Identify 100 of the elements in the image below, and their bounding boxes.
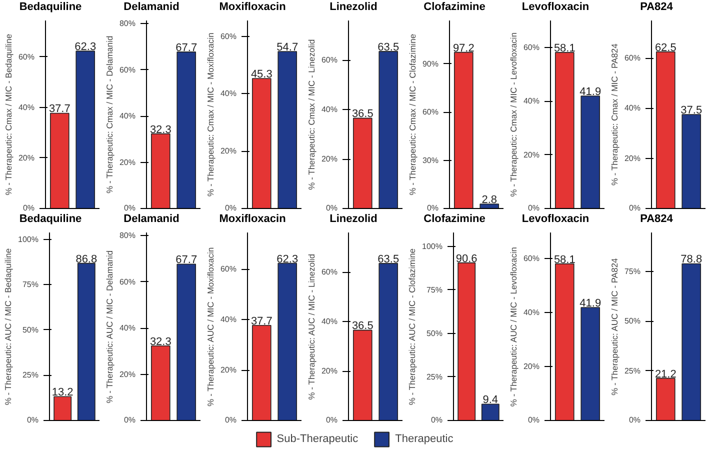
y-axis-title: % - Therapeutic: AUC / MIC - Bedaquiline	[3, 248, 14, 406]
chart-title: Levofloxacin	[522, 0, 590, 15]
y-axis-title: % - Therapeutic: AUC / MIC - Delamanid	[104, 250, 114, 404]
chart-title: Clofazimine	[424, 212, 486, 227]
y-tick-label: 80%	[119, 231, 136, 240]
data-label: 62.3	[74, 41, 96, 54]
y-tick-label: 0%	[224, 416, 236, 424]
y-tick-label: 0%	[528, 204, 540, 212]
data-label: 62.3	[276, 253, 298, 266]
y-tick-label: 25%	[624, 366, 641, 376]
y-tick-label: 40%	[220, 315, 237, 324]
data-label: 2.8	[482, 194, 498, 206]
y-axis-title: % - Therapeutic: Cmax / MIC - PA824	[609, 43, 620, 186]
y-axis-title: % - Therapeutic: AUC / MIC - Levofloxacin	[508, 246, 518, 407]
y-tick-label: 60%	[119, 277, 136, 286]
data-label: 67.7	[176, 254, 198, 266]
y-axis-title: % - Therapeutic: AUC / MIC - Linezolid	[306, 254, 316, 400]
y-tick-label: 20%	[523, 362, 540, 372]
y-tick-label: 25%	[426, 372, 443, 382]
y-tick-label: 20%	[321, 366, 338, 376]
y-tick-label: 50%	[22, 325, 39, 334]
y-axis-title: % - Therapeutic: Cmax / MIC - Delamanid	[104, 35, 114, 194]
data-label: 32.3	[150, 124, 172, 136]
y-tick-label: 60%	[624, 54, 641, 63]
y-tick-label: 0%	[326, 416, 338, 424]
y-tick-label: 0%	[124, 416, 136, 424]
y-axis-title: % - Therapeutic: Cmax / MIC - Clofazimine	[407, 34, 418, 196]
legend-label: Therapeutic	[395, 433, 454, 445]
data-label: 37.7	[48, 103, 70, 116]
chart-title: Moxifloxacin	[219, 212, 286, 227]
y-tick-label: 100%	[18, 234, 39, 244]
y-tick-label: 40%	[119, 324, 136, 333]
y-tick-label: 60%	[220, 32, 237, 41]
chart-title: Delamanid	[124, 212, 180, 227]
data-label: 67.7	[176, 42, 198, 54]
y-tick-label: 25%	[22, 370, 39, 380]
data-label: 63.5	[378, 41, 400, 54]
y-tick-label: 60%	[321, 268, 338, 277]
data-label: 32.3	[150, 336, 172, 348]
legend-label: Sub-Therapeutic	[276, 433, 358, 445]
y-tick-label: 40%	[18, 102, 35, 112]
data-label: 45.3	[250, 68, 272, 80]
data-label: 78.8	[680, 254, 702, 266]
data-label: 54.7	[276, 42, 298, 54]
y-tick-label: 100%	[422, 242, 443, 251]
data-label: 97.2	[452, 42, 474, 54]
data-label: 13.2	[52, 386, 74, 399]
y-axis-title: % - Therapeutic: Cmax / MIC - Levofloxacin	[508, 32, 518, 197]
y-tick-label: 0%	[22, 204, 34, 212]
data-label: 36.5	[352, 320, 374, 332]
y-tick-label: 20%	[119, 158, 136, 167]
y-tick-label: 20%	[220, 146, 237, 156]
y-tick-label: 50%	[426, 328, 443, 338]
data-label: 90.6	[456, 252, 478, 265]
y-tick-label: 60%	[220, 264, 237, 274]
chart-title: Bedaquiline	[19, 0, 82, 15]
data-label: 36.5	[352, 108, 374, 120]
data-label: 62.5	[654, 42, 676, 54]
y-tick-label: 0%	[528, 416, 540, 424]
data-label: 41.9	[580, 297, 602, 310]
y-axis-title: % - Therapeutic: AUC / MIC - Moxifloxacin	[205, 247, 216, 406]
chart-title: Linezolid	[330, 212, 378, 227]
y-tick-label: 40%	[523, 308, 540, 318]
y-tick-label: 75%	[426, 285, 443, 294]
y-tick-label: 20%	[119, 370, 136, 379]
y-tick-label: 75%	[624, 266, 641, 276]
y-tick-label: 80%	[119, 19, 136, 28]
y-tick-label: 20%	[18, 153, 35, 162]
y-tick-label: 20%	[523, 150, 540, 160]
data-label: 21.2	[654, 368, 676, 380]
y-tick-label: 60%	[523, 42, 540, 52]
chart-title: Moxifloxacin	[219, 0, 286, 15]
y-tick-label: 60%	[422, 108, 439, 117]
data-label: 9.4	[482, 394, 498, 406]
y-tick-label: 40%	[523, 96, 540, 106]
y-tick-label: 40%	[321, 105, 338, 114]
chart-title: Levofloxacin	[522, 212, 590, 227]
y-tick-label: 40%	[220, 89, 237, 98]
y-tick-label: 60%	[119, 65, 136, 74]
chart-title: Linezolid	[330, 0, 378, 15]
y-tick-label: 0%	[224, 204, 236, 212]
y-axis-title: % - Therapeutic: Cmax / MIC - Linezolid	[306, 39, 316, 190]
y-tick-label: 20%	[624, 154, 641, 163]
chart-title: PA824	[640, 212, 673, 227]
y-tick-label: 60%	[321, 56, 338, 65]
y-axis-title: % - Therapeutic: AUC / MIC - PA824	[609, 258, 620, 396]
y-tick-label: 0%	[326, 204, 338, 212]
data-label: 41.9	[580, 86, 602, 98]
data-label: 86.8	[76, 253, 98, 266]
y-tick-label: 0%	[124, 204, 136, 212]
y-tick-label: 0%	[628, 204, 640, 212]
data-label: 37.7	[250, 315, 272, 328]
y-axis-title: % - Therapeutic: Cmax / MIC - Moxifloxacin	[205, 32, 216, 196]
y-axis-title: % - Therapeutic: AUC / MIC - Clofazimine	[407, 248, 418, 406]
data-label: 63.5	[378, 253, 400, 266]
y-tick-label: 90%	[422, 59, 439, 68]
y-tick-label: 50%	[624, 316, 641, 326]
data-label: 37.5	[680, 104, 702, 116]
y-tick-label: 0%	[426, 204, 438, 212]
y-tick-label: 0%	[430, 416, 442, 424]
